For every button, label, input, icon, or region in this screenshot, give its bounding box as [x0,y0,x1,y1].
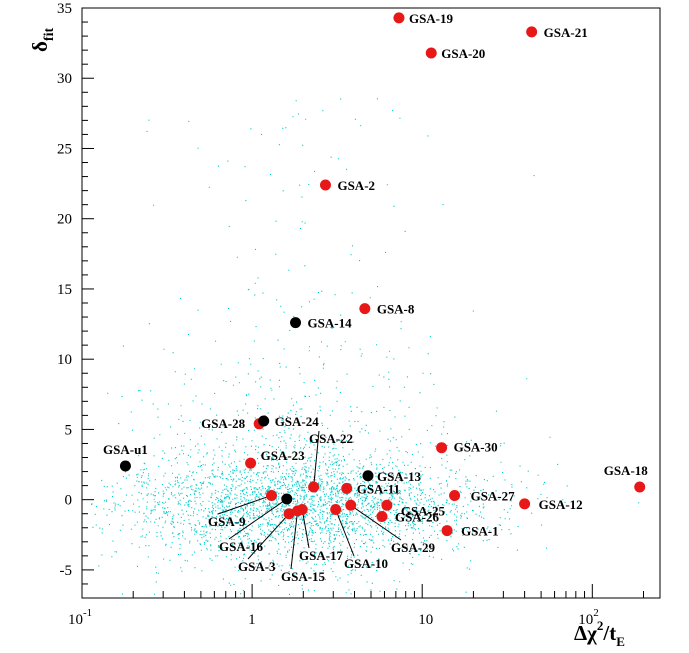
data-point-marker [393,12,405,24]
x-tick-base: 10 [418,612,433,628]
data-point-label: GSA-2 [337,178,375,193]
data-point-label: GSA-20 [441,46,485,61]
data-point-marker [330,504,342,515]
y-tick-label: -5 [60,563,73,579]
data-point-marker [362,470,374,482]
leader-line [350,504,402,541]
data-point-marker [265,489,277,501]
data-point-label: GSA-26 [395,510,440,525]
data-point-marker [258,415,270,427]
background-dots [91,98,640,596]
data-point-label: GSA-8 [377,302,415,317]
y-tick-label: 15 [57,282,72,298]
x-tick-label: 1 [248,612,256,628]
data-point-label: GSA-u1 [103,442,148,457]
y-tick-label: 0 [65,493,73,509]
data-point-marker [634,481,646,493]
x-tick-exponent: -1 [83,607,92,619]
data-point-label: GSA-30 [454,440,498,455]
leader-line [228,498,288,540]
data-point-label: GSA-1 [461,524,499,539]
x-axis-label-mid: /t [602,621,616,645]
data-point-marker [345,499,357,511]
x-tick-base: 1 [248,612,256,628]
y-axis-label-sub: fit [42,28,57,42]
data-point-label: GSA-10 [344,556,388,571]
leader-line [247,513,290,560]
data-point-label: GSA-9 [208,514,246,529]
data-point-marker [308,481,320,493]
leader-line [335,509,355,557]
x-axis-label-main: Δχ [574,621,597,645]
y-tick-label: 35 [57,1,72,17]
data-point-label: GSA-27 [471,488,516,503]
data-point-label: GSA-22 [309,431,353,446]
data-point-marker [319,179,331,191]
data-point-label: GSA-13 [377,469,422,484]
data-point-marker [519,498,531,510]
background-event-cloud [91,98,640,596]
data-point-label: GSA-19 [409,11,454,26]
data-point-marker [281,493,293,505]
data-point-label: GSA-21 [544,25,588,40]
data-point-marker [449,489,461,501]
leader-line [301,509,310,549]
data-point-label: GSA-17 [299,548,344,563]
y-tick-label: 20 [57,212,72,228]
data-point-marker [381,499,393,511]
data-point-label: GSA-15 [281,569,326,584]
data-point-marker [376,511,388,523]
data-point-label: GSA-24 [275,414,320,429]
x-tick-label: 10-1 [68,607,92,628]
data-point-label: GSA-28 [201,416,246,431]
data-point-marker [526,26,538,38]
y-tick-label: 10 [57,352,72,368]
x-axis-label-sup: 2 [597,618,604,633]
y-tick-label: 30 [57,71,72,87]
x-tick-label: 10 [418,612,433,628]
leader-line [290,510,299,570]
data-point-label: GSA-18 [604,463,649,478]
y-axis-label-main: δ [28,41,52,52]
label-leader-lines [217,430,402,570]
y-axis-label: δfit [28,28,57,52]
leader-line [217,494,272,515]
data-point-marker [341,482,353,494]
data-point-label: GSA-3 [238,559,276,574]
data-point-marker [359,303,371,315]
data-point-label: GSA-14 [308,316,353,331]
data-point-marker [245,457,257,469]
x-axis-label-sub: E [616,634,625,649]
x-tick-base: 10 [578,612,593,628]
x-tick-base: 10 [68,612,83,628]
data-point-marker [119,460,131,472]
data-point-label: GSA-25 [401,503,446,518]
data-point-marker [436,442,448,454]
leader-line [313,430,320,488]
data-point-label: GSA-12 [539,497,583,512]
data-point-marker [296,504,308,515]
data-points [119,12,646,537]
data-point-label: GSA-11 [357,481,400,496]
data-point-marker [283,508,295,520]
point-labels: GSA-19 GSA-21 GSA-20 GSA-2 GSA-8 GSA-14 GSA-28… [103,11,648,584]
data-point-marker [425,47,437,59]
x-axis-label: Δχ2/tE [574,618,625,649]
y-tick-label: 5 [65,422,73,438]
data-point-label: GSA-16 [219,539,264,554]
data-point-marker [441,525,453,537]
data-point-label: GSA-23 [261,448,306,463]
data-point-marker [290,317,302,329]
y-tick-label: 25 [57,141,72,157]
x-tick-label: 102 [578,607,599,628]
data-point-label: GSA-29 [391,540,436,555]
x-tick-exponent: 2 [593,607,599,619]
